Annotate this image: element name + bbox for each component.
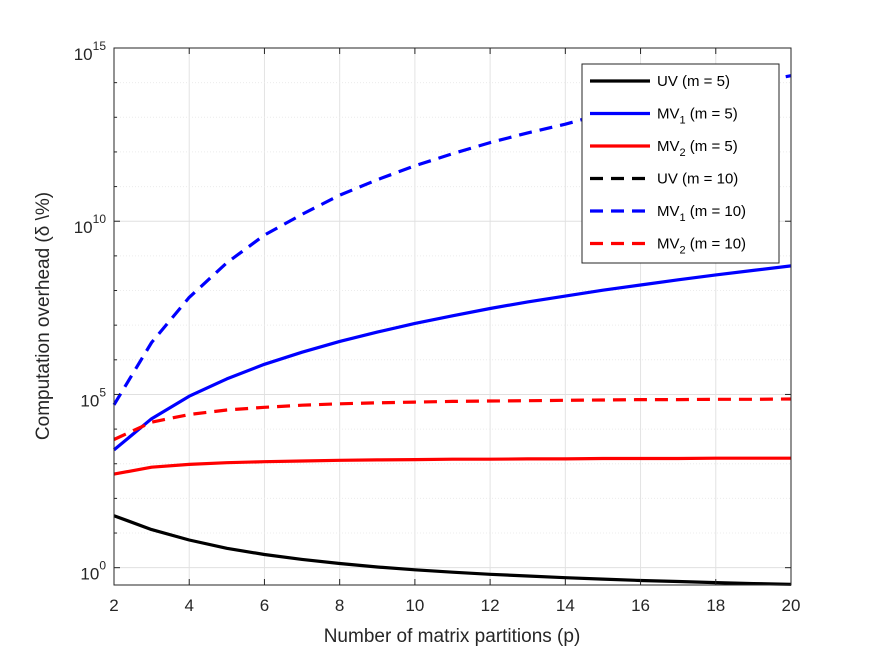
series-layer bbox=[112, 74, 792, 586]
x-tick-label-1: 4 bbox=[184, 596, 193, 615]
legend-label-1: MV1 (m = 5) bbox=[657, 106, 738, 127]
ticks: 2 4 6 8 10 12 14 16 18 20 100 105 1010 1015 bbox=[74, 39, 801, 615]
legend-label-0: UV (m = 5) bbox=[657, 73, 730, 90]
x-tick-label-3: 8 bbox=[335, 596, 344, 615]
x-tick-label-6: 14 bbox=[556, 596, 575, 615]
y-axis-label: Computation overhead (δ \%) bbox=[33, 192, 54, 440]
y-tick-label-0: 100 bbox=[80, 559, 106, 584]
y-tick-label-1: 105 bbox=[80, 385, 106, 410]
x-tick-label-9: 20 bbox=[782, 596, 801, 615]
series-line-5 bbox=[113, 397, 792, 441]
series-line-0 bbox=[113, 514, 792, 586]
x-tick-label-7: 16 bbox=[631, 596, 650, 615]
y-tick-label-2: 1010 bbox=[74, 212, 107, 237]
legend: UV (m = 5) MV1 (m = 5) MV2 (m = 5) UV (m = … bbox=[581, 63, 780, 264]
legend-label-2: MV2 (m = 5) bbox=[657, 138, 738, 159]
legend-box bbox=[581, 63, 780, 264]
legend-label-3: UV (m = 10) bbox=[657, 171, 738, 188]
legend-label-4: MV1 (m = 10) bbox=[657, 203, 746, 224]
x-tick-label-5: 12 bbox=[481, 596, 500, 615]
plot-frame bbox=[113, 47, 792, 586]
x-axis-label: Number of matrix partitions (p) bbox=[324, 626, 581, 647]
legend-label-5: MV2 (m = 10) bbox=[657, 236, 746, 257]
series-line-1 bbox=[112, 264, 792, 452]
y-tick-label-3: 1015 bbox=[74, 39, 107, 64]
x-tick-label-2: 6 bbox=[260, 596, 269, 615]
series-line-2 bbox=[113, 456, 791, 476]
x-tick-label-0: 2 bbox=[109, 596, 118, 615]
x-tick-label-4: 10 bbox=[405, 596, 424, 615]
x-tick-label-8: 18 bbox=[706, 596, 725, 615]
